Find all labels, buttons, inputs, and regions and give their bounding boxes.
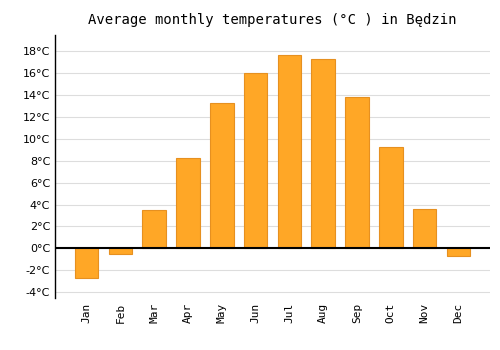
Bar xyxy=(108,248,132,254)
Bar xyxy=(379,147,402,248)
Bar xyxy=(345,97,369,248)
Title: Average monthly temperatures (°C ) in Będzin: Average monthly temperatures (°C ) in Bę… xyxy=(88,13,457,27)
Bar xyxy=(312,59,335,248)
Bar xyxy=(142,210,166,248)
Bar xyxy=(244,73,268,248)
Bar xyxy=(75,248,98,278)
Bar xyxy=(210,103,234,248)
Bar xyxy=(413,209,436,248)
Bar xyxy=(278,55,301,248)
Bar xyxy=(446,248,470,256)
Bar xyxy=(176,158,200,248)
